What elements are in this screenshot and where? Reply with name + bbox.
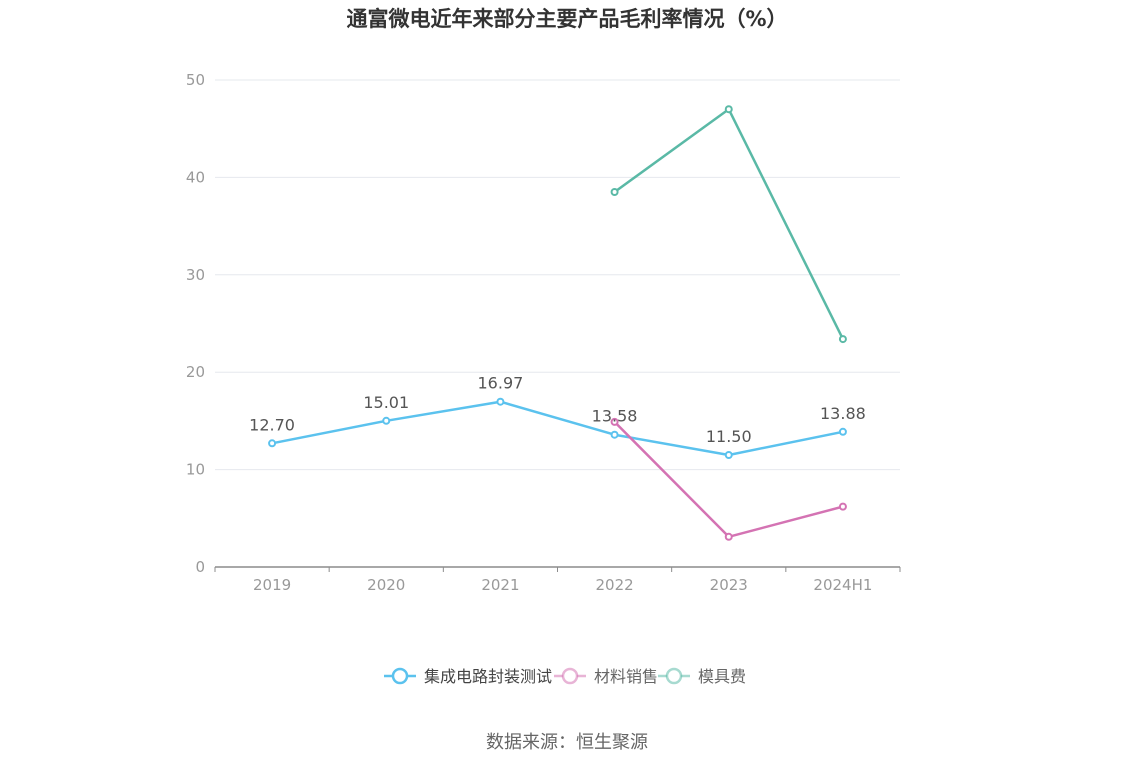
data-label: 15.01 xyxy=(363,393,409,412)
data-point[interactable] xyxy=(382,416,391,425)
data-point[interactable] xyxy=(610,188,619,197)
data-point[interactable] xyxy=(838,502,847,511)
data-point[interactable] xyxy=(268,439,277,448)
data-point[interactable] xyxy=(610,430,619,439)
series-line-0 xyxy=(271,400,844,457)
y-tick-label: 0 xyxy=(195,558,205,576)
series-lines xyxy=(268,105,847,541)
data-point[interactable] xyxy=(724,105,733,114)
legend-label: 集成电路封装测试 xyxy=(424,667,552,686)
legend-label: 材料销售 xyxy=(594,667,658,686)
data-source: 数据来源：恒生聚源 xyxy=(486,732,648,753)
legend-item-2[interactable]: 模具费 xyxy=(658,667,746,686)
x-tick-label: 2023 xyxy=(710,576,748,594)
data-point[interactable] xyxy=(496,397,505,406)
data-label: 16.97 xyxy=(478,374,524,393)
legend-marker xyxy=(391,667,409,685)
y-tick-label: 10 xyxy=(186,461,205,479)
x-tick-label: 2024H1 xyxy=(813,576,872,594)
grid-lines xyxy=(215,79,900,471)
legend: 集成电路封装测试 材料销售 模具费 xyxy=(384,667,746,686)
legend-marker xyxy=(561,667,579,685)
data-label: 12.70 xyxy=(249,415,295,434)
x-tick-label: 2021 xyxy=(481,576,519,594)
legend-label: 模具费 xyxy=(698,667,746,686)
series-line-2 xyxy=(613,107,845,340)
data-point[interactable] xyxy=(838,427,847,436)
data-labels: 12.70 15.01 16.97 13.58 11.50 13.88 xyxy=(249,374,866,446)
y-tick-label: 30 xyxy=(186,266,205,284)
x-tick-label: 2019 xyxy=(253,576,291,594)
x-axis: 2019 2020 2021 2022 2023 2024H1 xyxy=(214,566,901,594)
data-label: 11.50 xyxy=(706,427,752,446)
x-tick-label: 2020 xyxy=(367,576,405,594)
y-tick-label: 40 xyxy=(186,168,205,186)
chart-title: 通富微电近年来部分主要产品毛利率情况（%） xyxy=(346,7,787,31)
y-tick-label: 20 xyxy=(186,363,205,381)
data-point[interactable] xyxy=(610,417,619,426)
data-point[interactable] xyxy=(724,532,733,541)
data-point[interactable] xyxy=(838,335,847,344)
y-tick-label: 50 xyxy=(186,71,205,89)
x-tick-label: 2022 xyxy=(595,576,633,594)
data-label: 13.58 xyxy=(592,407,638,426)
legend-marker xyxy=(665,667,683,685)
legend-item-1[interactable]: 材料销售 xyxy=(554,667,658,686)
y-axis-ticks: 0 10 20 30 40 50 xyxy=(186,71,205,576)
legend-item-0[interactable]: 集成电路封装测试 xyxy=(384,667,552,686)
data-label: 13.88 xyxy=(820,404,866,423)
data-point[interactable] xyxy=(724,450,733,459)
